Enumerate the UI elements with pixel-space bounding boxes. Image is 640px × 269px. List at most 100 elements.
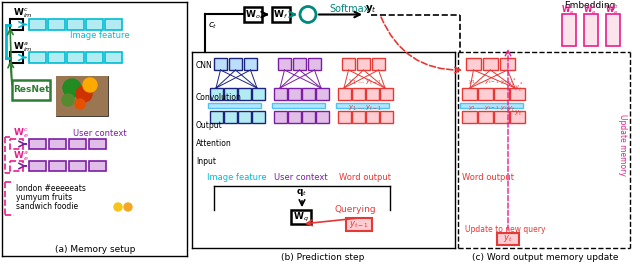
Text: $\mathbf{W}_q$: $\mathbf{W}_q$ (293, 210, 309, 224)
Text: Update to new query: Update to new query (465, 225, 545, 233)
Text: Input: Input (196, 158, 216, 167)
Bar (462, 111, 477, 123)
Text: $y_t^*$: $y_t^*$ (514, 80, 524, 94)
Bar (29, 52, 46, 63)
Text: sandwich foodie: sandwich foodie (16, 202, 78, 211)
Text: $y_1$ ... $y_{t-1}$: $y_1$ ... $y_{t-1}$ (348, 103, 382, 113)
Bar (466, 58, 481, 70)
Bar (272, 7, 290, 22)
Bar (510, 88, 525, 100)
Bar (10, 161, 23, 171)
Circle shape (62, 94, 74, 106)
Bar (336, 103, 389, 108)
Text: $\mathbf{W}_f$: $\mathbf{W}_f$ (273, 8, 289, 21)
Bar (316, 88, 329, 100)
Bar (238, 88, 251, 100)
Bar (210, 111, 223, 123)
Bar (380, 111, 393, 123)
Bar (86, 19, 103, 30)
Text: CNN: CNN (196, 62, 212, 70)
Text: Image feature: Image feature (70, 30, 130, 40)
Text: $y_t$: $y_t$ (514, 108, 522, 118)
Text: User context: User context (274, 174, 328, 182)
Text: (a) Memory setup: (a) Memory setup (55, 246, 135, 254)
Bar (105, 19, 122, 30)
Text: Word output: Word output (339, 174, 391, 182)
Bar (252, 111, 265, 123)
Text: $c_t$: $c_t$ (208, 21, 218, 31)
Text: yumyum fruits: yumyum fruits (16, 193, 72, 202)
Bar (352, 88, 365, 100)
Text: (c) Word output memory update: (c) Word output memory update (472, 253, 618, 263)
Bar (302, 111, 315, 123)
Bar (56, 76, 108, 116)
Bar (478, 111, 493, 123)
Text: Output: Output (196, 121, 223, 129)
Bar (210, 88, 223, 100)
Bar (272, 103, 325, 108)
Bar (352, 111, 365, 123)
Text: Softmax: Softmax (329, 4, 369, 14)
Text: $\mathbf{W}_{e}^{c}$: $\mathbf{W}_{e}^{c}$ (13, 126, 29, 140)
Text: Convolution: Convolution (196, 93, 242, 101)
Bar (69, 139, 86, 149)
Text: $y_{t-1}$: $y_{t-1}$ (349, 219, 369, 230)
Circle shape (75, 99, 85, 109)
Circle shape (76, 86, 92, 102)
Text: $y_t$: $y_t$ (507, 104, 515, 114)
Bar (316, 111, 329, 123)
Bar (12, 80, 50, 100)
Text: $y_1$ ... $y_{t-1}$ $y_t$: $y_1$ ... $y_{t-1}$ $y_t$ (468, 104, 508, 112)
Bar (29, 161, 46, 171)
Bar (366, 88, 379, 100)
Text: $\mathbf{W}_e^b$: $\mathbf{W}_e^b$ (605, 2, 619, 17)
Text: $\mathbf{W}_e^a$: $\mathbf{W}_e^a$ (583, 3, 596, 17)
Bar (346, 218, 372, 231)
Text: $\mathbf{W}_e^c$: $\mathbf{W}_e^c$ (561, 3, 575, 17)
Circle shape (83, 78, 97, 92)
Bar (293, 58, 306, 70)
Bar (274, 111, 287, 123)
Text: Word output: Word output (462, 174, 514, 182)
Bar (49, 139, 66, 149)
Bar (10, 52, 23, 63)
Bar (29, 139, 46, 149)
Text: ResNet: ResNet (13, 86, 49, 94)
Text: $\mathbf{q}_t$: $\mathbf{q}_t$ (296, 187, 308, 199)
Bar (238, 111, 251, 123)
Bar (460, 103, 523, 108)
Text: Update memory: Update memory (618, 114, 627, 176)
Circle shape (63, 79, 81, 97)
Bar (584, 14, 598, 46)
Bar (89, 139, 106, 149)
Bar (10, 19, 23, 30)
Bar (244, 7, 262, 22)
Bar (338, 88, 351, 100)
Bar (29, 19, 46, 30)
Text: $\mathbf{y}_t$: $\mathbf{y}_t$ (365, 3, 377, 15)
Bar (500, 58, 515, 70)
Bar (366, 111, 379, 123)
Bar (288, 111, 301, 123)
Text: $y_t$: $y_t$ (503, 233, 513, 245)
Text: $\mathbf{W}_o$: $\mathbf{W}_o$ (245, 8, 261, 21)
Text: User context: User context (73, 129, 127, 139)
Bar (288, 88, 301, 100)
Text: Querying: Querying (334, 206, 376, 214)
Bar (67, 19, 84, 30)
Bar (497, 233, 519, 245)
Circle shape (114, 203, 122, 211)
Bar (49, 161, 66, 171)
Bar (89, 161, 106, 171)
Bar (229, 58, 242, 70)
Text: $\mathbf{W}_{e}^{a}$: $\mathbf{W}_{e}^{a}$ (13, 149, 29, 163)
Bar (562, 14, 576, 46)
Bar (224, 111, 237, 123)
Bar (302, 88, 315, 100)
Bar (462, 88, 477, 100)
Bar (69, 161, 86, 171)
Text: $y_t^*$: $y_t^*$ (507, 76, 517, 90)
Text: $y_1$ ... $y_{t-1}$ $y_t$: $y_1$ ... $y_{t-1}$ $y_t$ (468, 78, 508, 86)
Bar (510, 111, 525, 123)
Bar (342, 58, 355, 70)
